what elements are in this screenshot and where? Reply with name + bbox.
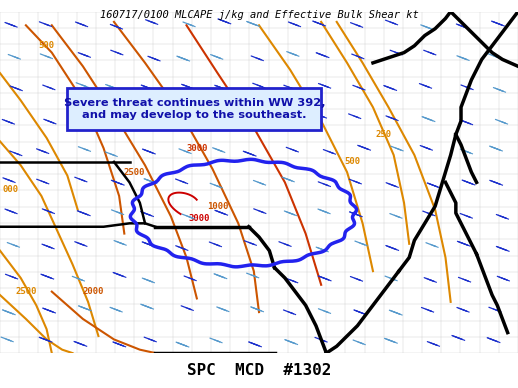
Text: 2500: 2500 xyxy=(15,287,37,296)
Text: 160717/0100 MLCAPE j/kg and Effective Bulk Shear kt: 160717/0100 MLCAPE j/kg and Effective Bu… xyxy=(99,10,419,20)
FancyBboxPatch shape xyxy=(67,88,321,130)
Text: 1000: 1000 xyxy=(207,202,228,211)
Text: 2500: 2500 xyxy=(124,168,146,177)
Text: 250: 250 xyxy=(375,130,392,139)
Text: 500: 500 xyxy=(38,41,55,50)
Text: 2000: 2000 xyxy=(82,287,104,296)
Text: 1500: 1500 xyxy=(82,116,104,125)
Text: 000: 000 xyxy=(2,185,19,194)
Text: 3000: 3000 xyxy=(186,144,208,153)
Text: Severe threat continues within WW 392,
and may develop to the southeast.: Severe threat continues within WW 392, a… xyxy=(64,98,325,120)
Text: 3000: 3000 xyxy=(189,214,210,223)
Text: SPC  MCD  #1302: SPC MCD #1302 xyxy=(187,363,331,378)
Text: 500: 500 xyxy=(344,158,361,166)
